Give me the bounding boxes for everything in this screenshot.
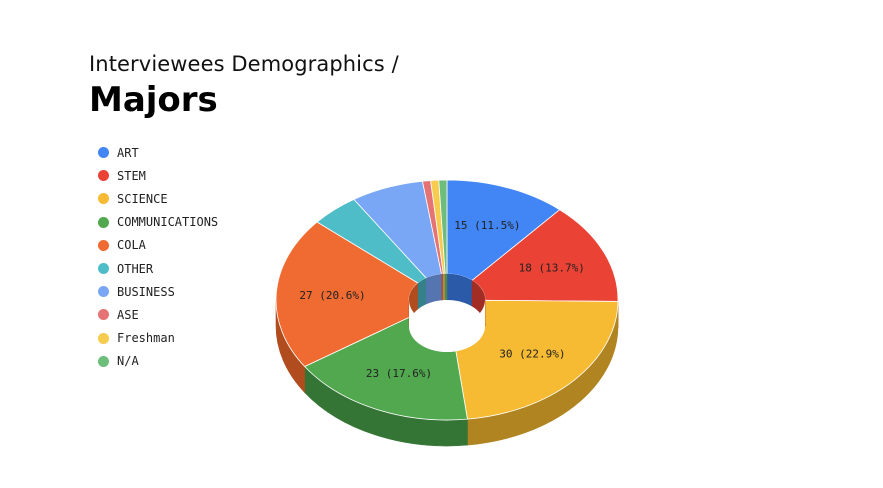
legend-item-cola: COLA <box>98 234 218 257</box>
legend-label: SCIENCE <box>117 191 168 206</box>
legend-swatch <box>98 355 109 367</box>
data-label-art: 15 (11.5%) <box>454 219 520 232</box>
legend-item-art: ART <box>98 141 218 164</box>
legend-label: COMMUNICATIONS <box>117 215 219 230</box>
chart-subtitle: Interviewees Demographics / <box>89 52 399 76</box>
legend-item-n-a: N/A <box>98 350 218 373</box>
legend-label: COLA <box>117 238 146 253</box>
donut-hole-floor <box>409 300 485 352</box>
chart-title: Majors <box>89 80 218 120</box>
legend-item-stem: STEM <box>98 164 218 187</box>
inner-wall-ase <box>441 273 444 301</box>
data-label-communications: 23 (17.6%) <box>366 367 432 380</box>
legend-label: N/A <box>117 354 139 369</box>
data-label-stem: 18 (13.7%) <box>519 261 585 274</box>
donut-hole <box>408 273 486 352</box>
legend-item-ase: ASE <box>98 303 218 326</box>
legend-label: ART <box>117 145 139 160</box>
legend-swatch <box>98 263 109 275</box>
data-label-cola: 27 (20.6%) <box>299 289 365 302</box>
legend-swatch <box>98 239 109 251</box>
legend-swatch <box>98 216 109 228</box>
legend-item-freshman: Freshman <box>98 327 218 350</box>
legend-item-other: OTHER <box>98 257 218 280</box>
legend-item-science: SCIENCE <box>98 187 218 210</box>
inner-wall-other <box>417 277 427 310</box>
legend-label: STEM <box>117 168 146 183</box>
legend-swatch <box>98 170 109 182</box>
legend-swatch <box>98 332 109 344</box>
legend-item-business: BUSINESS <box>98 280 218 303</box>
inner-wall-n-a <box>444 273 448 301</box>
legend-swatch <box>98 193 109 205</box>
data-labels: 15 (11.5%) 18 (13.7%) 30 (22.9%) 23 (17.6%)… <box>299 219 584 380</box>
chart-legend: ART STEM SCIENCE COMMUNICATIONS COLA OTHER BUS… <box>98 141 218 373</box>
legend-item-communications: COMMUNICATIONS <box>98 211 218 234</box>
inner-wall-freshman <box>443 273 446 301</box>
legend-label: Freshman <box>117 331 175 346</box>
legend-swatch <box>98 309 109 321</box>
legend-label: OTHER <box>117 261 154 276</box>
legend-label: BUSINESS <box>117 284 175 299</box>
data-label-science: 30 (22.9%) <box>499 348 565 361</box>
legend-swatch <box>98 286 109 298</box>
inner-wall-business <box>426 273 442 305</box>
legend-swatch <box>98 147 109 159</box>
legend-label: ASE <box>117 307 139 322</box>
